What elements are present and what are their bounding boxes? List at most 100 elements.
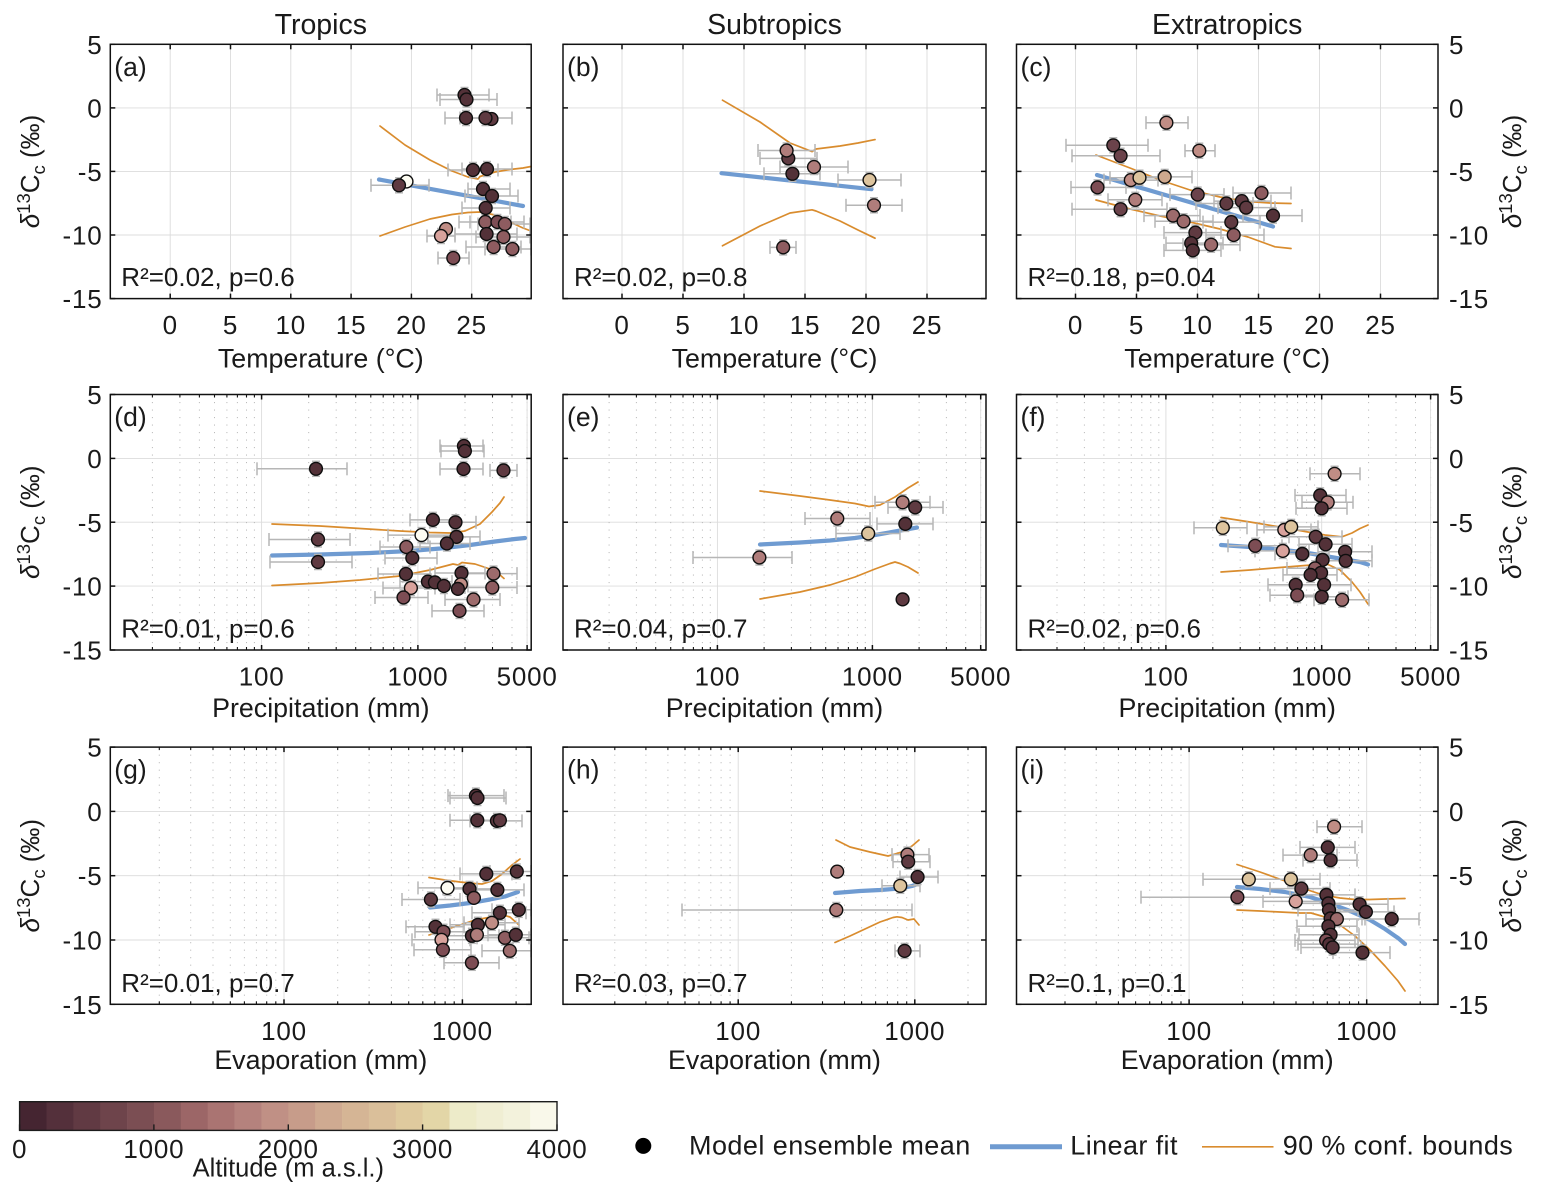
svg-text:-5: -5: [78, 508, 103, 538]
svg-text:-10: -10: [1449, 926, 1489, 956]
svg-text:Evaporation (mm): Evaporation (mm): [1121, 1045, 1334, 1075]
svg-text:Altitude (m a.s.l.): Altitude (m a.s.l.): [193, 1155, 384, 1183]
svg-text:δ13Cc (‰): δ13Cc (‰): [1495, 819, 1531, 933]
svg-text:Subtropics: Subtropics: [707, 9, 842, 41]
svg-text:10: 10: [1182, 310, 1213, 340]
svg-text:0: 0: [12, 1134, 27, 1164]
svg-text:-5: -5: [78, 861, 103, 891]
svg-text:10: 10: [276, 310, 307, 340]
svg-text:5: 5: [87, 380, 102, 410]
svg-text:1000: 1000: [1336, 1016, 1397, 1046]
svg-text:(g): (g): [114, 755, 146, 785]
svg-text:5: 5: [1449, 733, 1464, 763]
svg-text:90 % conf. bounds: 90 % conf. bounds: [1283, 1131, 1513, 1161]
svg-text:Linear fit: Linear fit: [1070, 1131, 1178, 1161]
svg-text:Extratropics: Extratropics: [1152, 9, 1302, 41]
svg-text:1000: 1000: [1291, 662, 1352, 692]
svg-text:δ13Cc (‰): δ13Cc (‰): [13, 465, 49, 579]
svg-text:5: 5: [87, 30, 102, 60]
svg-text:20: 20: [396, 310, 427, 340]
svg-text:Precipitation (mm): Precipitation (mm): [1118, 693, 1335, 723]
svg-text:100: 100: [715, 1016, 761, 1046]
svg-text:5: 5: [87, 733, 102, 763]
svg-text:(h): (h): [567, 755, 599, 785]
svg-text:20: 20: [851, 310, 882, 340]
svg-text:δ13Cc (‰): δ13Cc (‰): [13, 819, 49, 933]
svg-text:100: 100: [239, 662, 285, 692]
svg-text:Evaporation (mm): Evaporation (mm): [668, 1045, 881, 1075]
svg-text:δ13Cc (‰): δ13Cc (‰): [13, 115, 49, 229]
svg-text:5000: 5000: [950, 662, 1011, 692]
svg-text:-10: -10: [63, 926, 103, 956]
svg-text:(d): (d): [114, 402, 146, 432]
svg-text:-5: -5: [78, 157, 103, 187]
svg-text:(c): (c): [1021, 52, 1052, 82]
svg-text:-15: -15: [1449, 636, 1489, 666]
svg-text:R²=0.1, p=0.1: R²=0.1, p=0.1: [1028, 968, 1187, 998]
svg-text:0: 0: [1449, 797, 1464, 827]
svg-text:5: 5: [675, 310, 690, 340]
svg-text:(b): (b): [567, 52, 599, 82]
svg-text:Model ensemble mean: Model ensemble mean: [689, 1131, 971, 1161]
svg-text:Temperature (°C): Temperature (°C): [1124, 343, 1330, 373]
svg-text:5: 5: [1129, 310, 1144, 340]
svg-text:δ13Cc (‰): δ13Cc (‰): [1495, 465, 1531, 579]
svg-text:0: 0: [87, 797, 102, 827]
svg-text:(a): (a): [114, 52, 146, 82]
svg-text:-10: -10: [63, 221, 103, 251]
svg-text:0: 0: [163, 310, 178, 340]
svg-text:0: 0: [1068, 310, 1083, 340]
svg-text:1000: 1000: [123, 1134, 184, 1164]
svg-text:-5: -5: [1449, 157, 1474, 187]
svg-text:100: 100: [261, 1016, 307, 1046]
svg-text:-15: -15: [63, 284, 103, 314]
svg-text:0: 0: [87, 93, 102, 123]
svg-text:-15: -15: [1449, 990, 1489, 1020]
svg-text:-10: -10: [63, 572, 103, 602]
svg-text:Evaporation (mm): Evaporation (mm): [214, 1045, 427, 1075]
svg-text:15: 15: [336, 310, 367, 340]
svg-text:20: 20: [1304, 310, 1335, 340]
svg-text:5000: 5000: [497, 662, 558, 692]
svg-text:-15: -15: [63, 990, 103, 1020]
svg-text:R²=0.01, p=0.7: R²=0.01, p=0.7: [121, 968, 294, 998]
svg-text:5: 5: [1449, 380, 1464, 410]
svg-text:10: 10: [729, 310, 760, 340]
svg-text:Temperature (°C): Temperature (°C): [218, 343, 424, 373]
svg-text:-10: -10: [1449, 572, 1489, 602]
svg-text:Precipitation (mm): Precipitation (mm): [212, 693, 429, 723]
svg-text:5: 5: [223, 310, 238, 340]
svg-text:1000: 1000: [387, 662, 448, 692]
svg-text:R²=0.02, p=0.8: R²=0.02, p=0.8: [574, 262, 747, 292]
svg-text:Temperature (°C): Temperature (°C): [672, 343, 878, 373]
svg-text:15: 15: [790, 310, 821, 340]
svg-text:-5: -5: [1449, 861, 1474, 891]
svg-text:100: 100: [1166, 1016, 1212, 1046]
svg-text:0: 0: [1449, 93, 1464, 123]
svg-text:R²=0.18, p=0.04: R²=0.18, p=0.04: [1028, 262, 1216, 292]
svg-text:Tropics: Tropics: [275, 9, 367, 41]
svg-text:0: 0: [614, 310, 629, 340]
svg-text:25: 25: [912, 310, 943, 340]
svg-text:R²=0.03, p=0.7: R²=0.03, p=0.7: [574, 968, 747, 998]
svg-text:(e): (e): [567, 402, 599, 432]
svg-text:R²=0.01, p=0.6: R²=0.01, p=0.6: [121, 614, 294, 644]
svg-text:R²=0.04, p=0.7: R²=0.04, p=0.7: [574, 614, 747, 644]
svg-text:-15: -15: [63, 636, 103, 666]
svg-text:3000: 3000: [392, 1134, 453, 1164]
svg-text:R²=0.02, p=0.6: R²=0.02, p=0.6: [121, 262, 294, 292]
svg-text:100: 100: [1143, 662, 1189, 692]
svg-text:4000: 4000: [526, 1134, 587, 1164]
svg-text:0: 0: [87, 444, 102, 474]
svg-text:15: 15: [1243, 310, 1274, 340]
svg-text:-15: -15: [1449, 284, 1489, 314]
svg-text:2000: 2000: [258, 1134, 319, 1164]
svg-text:1000: 1000: [884, 1016, 945, 1046]
svg-text:δ13Cc (‰): δ13Cc (‰): [1495, 115, 1531, 229]
svg-text:1000: 1000: [432, 1016, 493, 1046]
svg-text:0: 0: [1449, 444, 1464, 474]
svg-text:(i): (i): [1021, 755, 1045, 785]
svg-text:1000: 1000: [842, 662, 903, 692]
svg-text:100: 100: [695, 662, 741, 692]
svg-text:25: 25: [1365, 310, 1396, 340]
